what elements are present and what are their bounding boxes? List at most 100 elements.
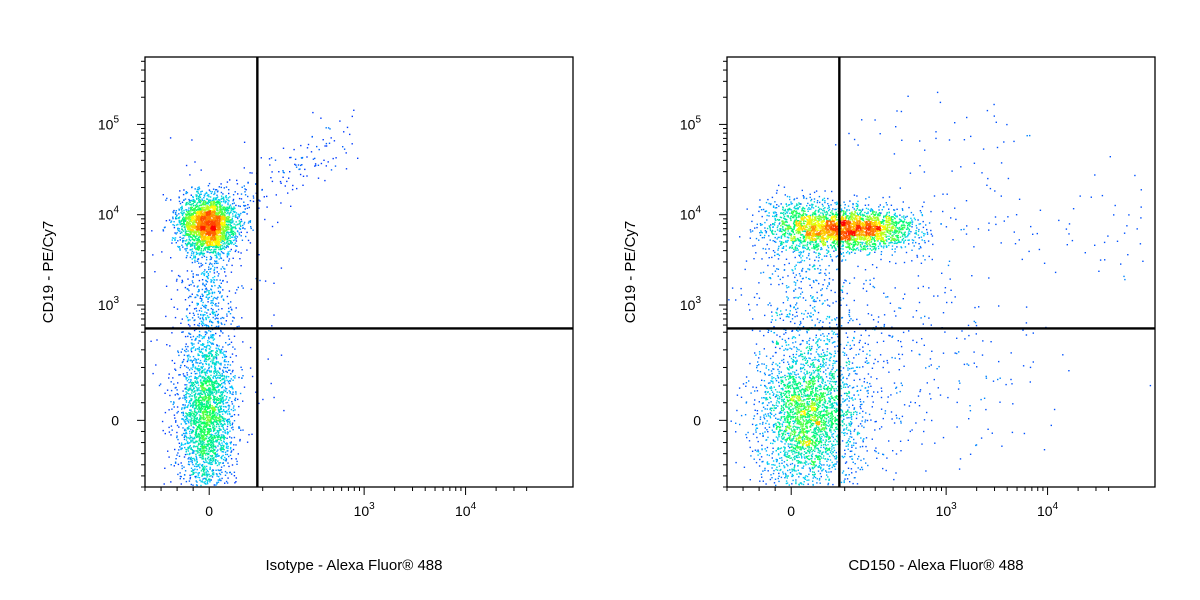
event-dot [221, 455, 223, 458]
event-dot [218, 230, 220, 233]
event-dot [210, 242, 212, 244]
event-dot [198, 424, 200, 426]
event-dot [195, 221, 198, 224]
event-dot [186, 437, 188, 439]
event-dot [209, 190, 212, 193]
event-dot [201, 388, 204, 390]
event-dot [203, 255, 206, 258]
event-dot [211, 359, 213, 361]
event-dot [217, 433, 220, 435]
event-dot [239, 228, 241, 230]
event-dot [206, 408, 209, 410]
event-dot [232, 200, 234, 202]
event-dot [207, 233, 209, 235]
event-dot [191, 219, 193, 221]
event-dot [207, 392, 209, 395]
event-dot [192, 275, 194, 278]
event-dot [198, 240, 200, 242]
event-dot [213, 236, 216, 239]
event-dot [212, 246, 214, 248]
event-dot [242, 429, 244, 431]
event-dot [168, 456, 170, 458]
event-dot [216, 271, 218, 273]
event-dot [202, 435, 204, 437]
event-dot [198, 465, 200, 467]
event-dot [214, 266, 216, 269]
event-dot [221, 211, 223, 213]
event-dot [230, 437, 233, 439]
event-dot [196, 231, 198, 233]
event-dot [206, 215, 208, 218]
event-dot [226, 206, 228, 208]
event-dot [214, 215, 217, 217]
event-dot [189, 233, 192, 236]
event-dot [194, 442, 196, 444]
event-dot [199, 207, 201, 210]
event-dot [164, 226, 166, 228]
event-dot [209, 457, 212, 460]
event-dot [188, 207, 190, 209]
event-dot [217, 361, 219, 363]
event-dot [216, 223, 218, 225]
event-dot [223, 375, 225, 377]
event-dot [218, 455, 220, 457]
event-dot [183, 354, 186, 356]
event-dot [200, 225, 202, 228]
event-dot [199, 425, 202, 427]
event-dot [188, 228, 191, 231]
event-dot [213, 428, 215, 430]
event-dot [230, 227, 232, 229]
event-dot [196, 387, 198, 389]
event-dot [211, 321, 213, 323]
event-dot [224, 219, 226, 222]
event-dot [191, 186, 193, 189]
event-dot [232, 369, 234, 372]
event-dot [189, 399, 192, 402]
event-dot [208, 219, 211, 221]
event-dot [192, 366, 194, 368]
event-dot [170, 481, 172, 483]
event-dot [215, 325, 218, 328]
event-dot [179, 223, 181, 226]
event-dot [221, 348, 223, 351]
event-dot [220, 416, 222, 418]
event-dot [229, 424, 232, 427]
event-dot [200, 393, 203, 395]
event-dot [182, 414, 184, 417]
event-dot [224, 436, 226, 439]
event-dot [169, 394, 171, 397]
event-dot [206, 411, 208, 413]
event-dot [206, 481, 209, 484]
event-dot [232, 198, 235, 201]
event-dot [201, 446, 203, 449]
event-dot [211, 385, 213, 387]
event-dot [223, 420, 225, 423]
event-dot [219, 385, 221, 387]
event-dot [192, 200, 194, 202]
event-dot [178, 209, 180, 211]
event-dot [202, 233, 204, 236]
event-dot [205, 452, 208, 454]
event-dot [203, 356, 205, 358]
event-dot [209, 234, 211, 236]
event-dot [234, 409, 236, 411]
event-dot [188, 213, 190, 216]
event-dot [186, 247, 188, 250]
event-dot [215, 416, 217, 418]
event-dot [183, 224, 185, 226]
event-dot [220, 217, 222, 219]
event-dot [226, 428, 228, 430]
event-dot [226, 241, 228, 243]
event-dot [168, 373, 170, 375]
event-dot [230, 450, 233, 452]
event-dot [179, 397, 181, 399]
event-dot [174, 417, 176, 419]
event-dot [215, 358, 218, 360]
event-dot [218, 231, 220, 233]
event-dot [181, 207, 183, 209]
event-dot [248, 434, 250, 436]
event-dot [212, 265, 214, 267]
event-dot [232, 213, 234, 215]
event-dot [222, 370, 224, 373]
event-dot [228, 221, 230, 223]
